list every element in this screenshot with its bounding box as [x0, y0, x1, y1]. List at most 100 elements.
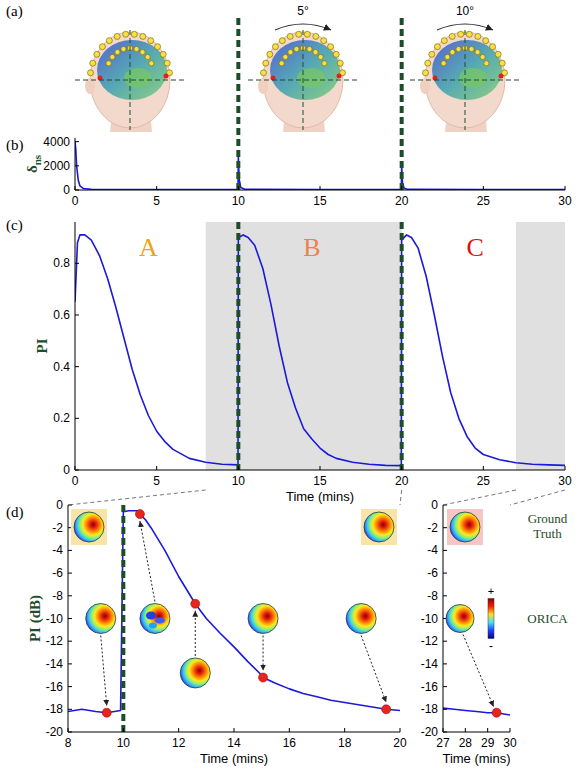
- topomap-disc: [86, 604, 116, 634]
- x-tick: [400, 728, 401, 732]
- rotation-label: 5°: [297, 4, 309, 18]
- y-tick-label: 4000: [43, 135, 70, 149]
- x-tick: [178, 728, 179, 732]
- x-tick: [320, 466, 321, 470]
- y-tick: [68, 595, 72, 596]
- head-model: [410, 30, 520, 132]
- y-tick: [68, 709, 72, 710]
- x-tick-label: 0: [72, 194, 79, 208]
- y-tick: [75, 315, 79, 316]
- event-line: [400, 222, 404, 470]
- y-tick-label: -8: [427, 589, 438, 603]
- y-tick-label: -4: [52, 543, 63, 557]
- x-tick: [123, 728, 124, 732]
- topomap: [248, 604, 278, 634]
- y-tick-label: -16: [46, 680, 64, 694]
- x-tick-label: 5: [153, 194, 160, 208]
- brain: [97, 40, 167, 100]
- zoom-connector: [68, 490, 206, 505]
- x-tick: [565, 466, 566, 470]
- electrode: [164, 60, 170, 66]
- y-axis-title: PI (dB): [27, 595, 44, 642]
- electrode: [114, 33, 120, 39]
- y-tick-label: -12: [46, 634, 64, 648]
- rotation-label: 10°: [456, 4, 474, 18]
- annotation: C: [466, 233, 483, 262]
- electrode: [106, 61, 111, 66]
- x-tick-label: 20: [393, 736, 407, 750]
- x-tick-label: 10: [117, 736, 131, 750]
- electrode: [121, 46, 126, 51]
- y-tick-label: 0.2: [53, 411, 70, 425]
- electrode: [99, 44, 105, 50]
- row-label-line: ORICA: [527, 611, 568, 626]
- electrode: [90, 60, 96, 66]
- fiducial: [164, 74, 169, 79]
- x-tick: [483, 186, 484, 190]
- y-tick: [443, 550, 447, 551]
- colorbar-label: +: [488, 585, 494, 597]
- topomap-disc: [140, 604, 170, 634]
- topomap: [447, 509, 483, 545]
- electrode: [495, 51, 501, 57]
- y-tick-label: -6: [52, 566, 63, 580]
- y-tick-label: -2: [427, 521, 438, 535]
- head-model: [248, 30, 358, 132]
- electrode: [475, 33, 481, 39]
- electrode: [321, 38, 327, 44]
- topomap: [71, 509, 107, 545]
- y-tick-label: -12: [421, 634, 439, 648]
- event-line: [400, 18, 404, 190]
- data-point: [382, 705, 391, 714]
- y-tick-label: -18: [46, 702, 64, 716]
- electrode: [279, 38, 285, 44]
- y-tick-label: 0.4: [53, 360, 70, 374]
- zoom-connector: [510, 490, 565, 505]
- topomap: [86, 604, 116, 634]
- y-axis-title-subscript: ns: [31, 154, 43, 165]
- panel-label: (b): [6, 137, 24, 154]
- electrode: [260, 70, 266, 76]
- topomap-background: [447, 509, 483, 545]
- panel-label: (a): [6, 3, 23, 20]
- electrode: [313, 50, 318, 55]
- pointer-arrow: [195, 611, 196, 656]
- electrode: [110, 54, 115, 59]
- zoom-connector: [443, 490, 516, 505]
- y-tick-label: 0: [63, 463, 70, 477]
- x-axis-title: Time (mins): [442, 751, 510, 766]
- y-tick: [443, 732, 447, 733]
- y-tick-label: -14: [421, 657, 439, 671]
- pointer-arrow: [101, 636, 107, 706]
- x-axis-title: Time (mins): [200, 751, 268, 766]
- x-tick: [289, 728, 290, 732]
- electrode: [456, 46, 461, 51]
- panel-label: (c): [6, 217, 23, 234]
- x-tick-label: 10: [232, 194, 246, 208]
- y-tick: [75, 165, 79, 166]
- x-tick-label: 15: [313, 474, 327, 488]
- electrode: [94, 51, 100, 57]
- topomap: [446, 605, 474, 633]
- topomap-patch: [155, 618, 165, 624]
- topomap: [140, 604, 170, 634]
- electrode: [160, 51, 166, 57]
- topomap: [346, 604, 376, 634]
- row-label-line: Ground: [528, 511, 568, 526]
- brain-region: [297, 68, 325, 88]
- x-tick: [234, 728, 235, 732]
- y-tick: [68, 550, 72, 551]
- rotation-arrow: [437, 24, 493, 30]
- x-tick: [238, 186, 239, 190]
- x-tick: [487, 728, 488, 732]
- topomap-disc: [346, 604, 376, 634]
- y-tick: [68, 618, 72, 619]
- y-tick-label: 2000: [43, 159, 70, 173]
- electrode: [263, 60, 269, 66]
- x-tick-label: 30: [503, 736, 517, 750]
- x-axis: [443, 732, 510, 733]
- x-tick-label: 25: [477, 474, 491, 488]
- crosshair: [75, 80, 185, 81]
- electrode: [450, 50, 455, 55]
- fiducial: [337, 74, 342, 79]
